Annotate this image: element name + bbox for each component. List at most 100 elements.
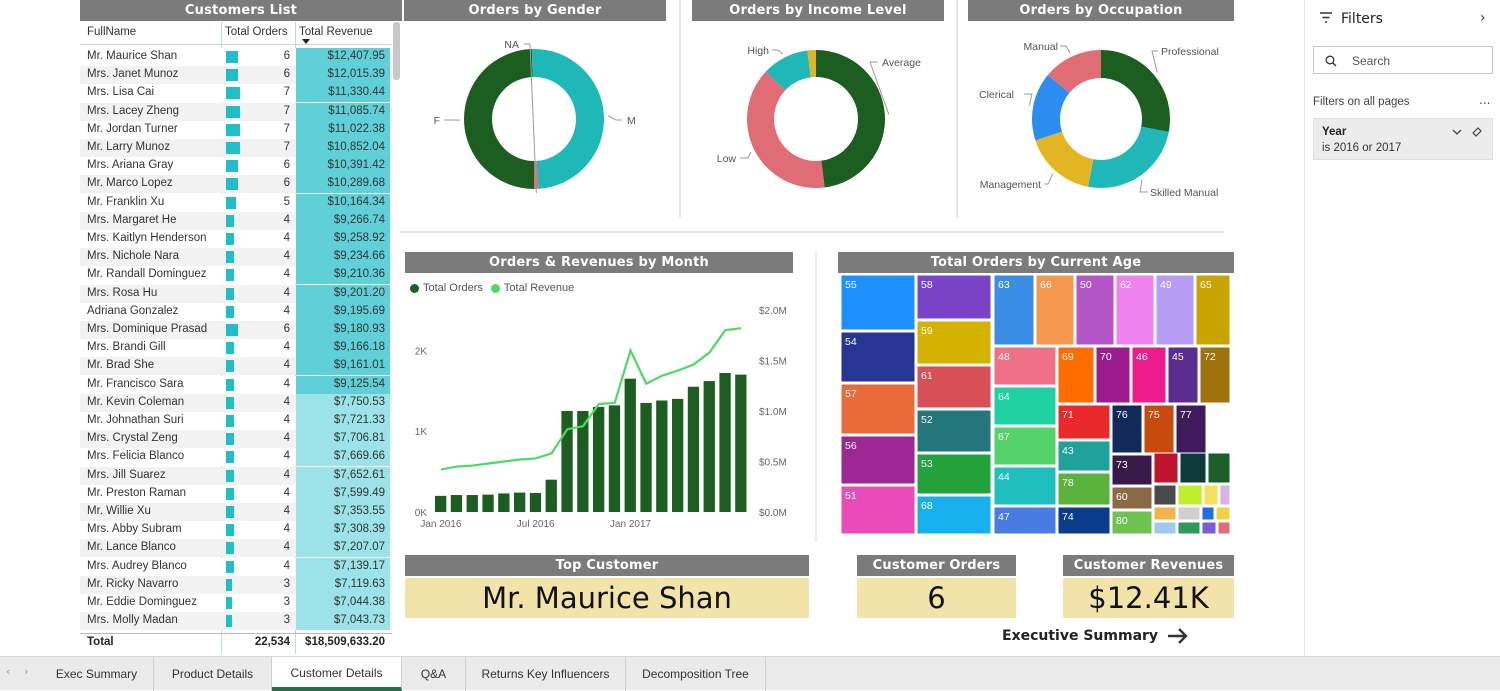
cell-total-orders: 6 [222,48,294,66]
treemap-cell[interactable] [1178,522,1200,534]
donut-slice[interactable] [1101,50,1170,132]
treemap-cell[interactable] [1154,522,1176,534]
orders-bar[interactable] [467,495,478,512]
orders-bar[interactable] [640,403,651,512]
year-filter-card[interactable]: Year is 2016 or 2017 [1313,118,1493,160]
orders-bar[interactable] [498,493,509,512]
orders-bar[interactable] [719,373,730,512]
treemap-cell[interactable] [1154,485,1176,505]
chevron-down-icon[interactable] [1452,128,1462,136]
donut-slice[interactable] [1035,132,1093,187]
column-header-total-revenue[interactable]: Total Revenue [299,26,373,38]
donut-slice[interactable] [816,50,885,187]
orders-bar[interactable] [561,411,572,512]
tab-returns-key-influencers[interactable]: Returns Key Influencers [466,657,626,691]
orders-bar[interactable] [735,375,746,512]
orders-bar[interactable] [688,387,699,512]
treemap-cell[interactable] [1208,453,1230,483]
executive-summary-link[interactable]: Executive Summary [1002,624,1190,648]
customers-table[interactable]: FullName Total Orders Total Revenue Mr. … [80,22,402,654]
treemap-cell[interactable] [1154,507,1176,520]
orders-bar[interactable] [609,405,620,512]
orders-bar[interactable] [656,400,667,512]
treemap-cell[interactable] [1202,507,1214,520]
treemap-cell[interactable] [1216,507,1230,520]
treemap-cell[interactable] [1202,522,1216,534]
orders-bar[interactable] [546,480,557,512]
treemap-cell[interactable] [1180,453,1206,483]
column-header-fullname[interactable]: FullName [87,26,136,38]
filters-search-input[interactable]: Search [1313,46,1493,74]
treemap-cell[interactable] [1218,522,1230,534]
treemap-cell[interactable] [1178,507,1200,520]
donut-slice[interactable] [1088,127,1169,188]
cell-total-orders: 4 [222,285,294,303]
donut-slice[interactable] [464,49,534,189]
table-scrollbar[interactable] [393,22,400,80]
column-header-total-orders[interactable]: Total Orders [225,26,288,38]
orders-bar[interactable] [530,493,541,512]
orders-bar[interactable] [625,379,636,512]
treemap-cell[interactable] [1220,485,1230,505]
eraser-icon[interactable] [1471,125,1483,137]
tab-product-details[interactable]: Product Details [154,657,272,691]
orders-bar[interactable] [451,495,462,512]
tab-scroll-right-icon[interactable]: › [24,665,28,678]
orders-bar[interactable] [482,495,493,512]
orders-bar[interactable] [672,399,683,512]
orders-bar[interactable] [435,496,446,512]
orders-bar[interactable] [593,407,604,512]
tab-customer-details[interactable]: Customer Details [272,657,402,691]
orders-bar[interactable] [514,493,525,512]
more-options-icon[interactable]: ... [1479,93,1490,107]
treemap-cell[interactable] [1204,485,1218,505]
collapse-pane-icon[interactable]: › [1480,10,1486,26]
treemap-cell[interactable] [1178,485,1202,505]
donut-slice[interactable] [532,49,604,189]
tab-exec-summary[interactable]: Exec Summary [40,657,154,691]
tab-q-a[interactable]: Q&A [402,657,466,691]
orders-bar[interactable] [704,381,715,512]
treemap-cell[interactable] [1154,453,1178,483]
tab-decomposition-tree[interactable]: Decomposition Tree [626,657,766,691]
cell-total-revenue: $7,706.81 [296,430,390,448]
tab-scroll-left-icon[interactable]: ‹ [6,665,10,678]
